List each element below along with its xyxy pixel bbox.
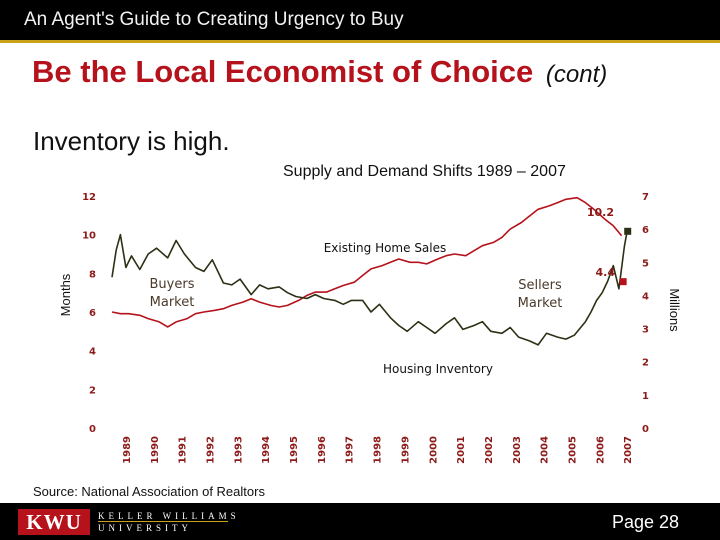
y-right-axis-title: Millions — [667, 288, 682, 332]
logo-line-1: KELLER WILLIAMS — [98, 511, 240, 521]
x-tick-label: 2007 — [623, 436, 634, 464]
y-right-tick-label: 0 — [642, 424, 649, 435]
x-tick-label: 2001 — [456, 436, 467, 464]
x-tick-label: 1999 — [400, 436, 411, 464]
label-sellers: Sellers — [518, 278, 562, 293]
chart-series — [111, 196, 632, 346]
label-housing-inventory: Housing Inventory — [383, 362, 493, 376]
x-tick-label: 2006 — [595, 436, 606, 464]
x-tick-label: 1995 — [289, 436, 300, 464]
y-left-tick-label: 0 — [89, 424, 96, 435]
inventory-end-value: 10.2 — [587, 206, 614, 219]
y-left-tick-label: 10 — [82, 231, 96, 242]
inventory-end-marker — [624, 227, 632, 235]
x-tick-label: 1990 — [150, 436, 161, 464]
bullet-text: Inventory is high. — [33, 126, 230, 156]
presentation-title: An Agent's Guide to Creating Urgency to … — [24, 9, 404, 30]
chart-labels: 10.2 4.4 Existing Home Sales Housing Invent… — [150, 206, 616, 376]
logo-rule — [98, 521, 228, 522]
x-tick-label: 2000 — [428, 436, 439, 464]
slide-title-main: Be the Local Economist of Choice — [32, 54, 534, 89]
y-left-axis-title: Months — [58, 273, 73, 316]
source-note: Source: National Association of Realtors — [33, 484, 265, 499]
y-right-tick-label: 2 — [642, 358, 649, 369]
x-tick-label: 1992 — [205, 436, 216, 464]
x-tick-label: 1998 — [373, 436, 384, 464]
x-tick-label: 1994 — [261, 436, 272, 464]
gold-divider — [0, 40, 720, 43]
x-tick-label: 2002 — [484, 436, 495, 464]
x-tick-label: 2004 — [540, 436, 551, 464]
y-left-tick-label: 6 — [89, 308, 96, 319]
x-tick-label: 1996 — [317, 436, 328, 464]
series-line-housing-inventory — [111, 230, 628, 346]
y-left-tick-label: 2 — [89, 385, 96, 396]
sales-end-value: 4.4 — [596, 266, 616, 279]
y-right-tick-label: 5 — [642, 258, 649, 269]
y-left-tick-label: 8 — [89, 269, 96, 280]
x-tick-label: 2003 — [512, 436, 523, 464]
chart-title: Supply and Demand Shifts 1989 – 2007 — [283, 163, 566, 180]
y-right-tick-label: 3 — [642, 325, 649, 336]
slide-title-suffix: (cont) — [545, 61, 608, 88]
kwu-logo: KWU KELLER WILLIAMS UNIVERSITY — [18, 509, 238, 535]
logo-line-2: UNIVERSITY — [98, 523, 192, 533]
y-right-tick-label: 1 — [642, 391, 649, 402]
label-sellers-market: Market — [518, 296, 563, 311]
top-header-bar: An Agent's Guide to Creating Urgency to … — [0, 0, 720, 40]
series-line-home-sales — [111, 196, 623, 328]
y-left-tick-label: 4 — [89, 347, 96, 358]
x-tick-label: 1993 — [233, 436, 244, 464]
y-right-tick-label: 6 — [642, 225, 649, 236]
y-left-tick-label: 12 — [82, 192, 96, 203]
y-right-tick-label: 7 — [642, 192, 649, 203]
x-tick-label: 2005 — [568, 436, 579, 464]
page-number: Page 28 — [612, 512, 680, 532]
y-right-tick-label: 4 — [642, 291, 649, 302]
x-tick-label: 1991 — [178, 436, 189, 464]
x-tick-label: 1997 — [345, 436, 356, 464]
slide-title: Be the Local Economist of Choice (cont) — [32, 54, 607, 90]
logo-mark: KWU — [18, 509, 90, 535]
label-existing-home-sales: Existing Home Sales — [324, 241, 447, 255]
label-buyers: Buyers — [150, 277, 195, 292]
x-tick-label: 1989 — [122, 436, 133, 464]
label-buyers-market: Market — [150, 295, 195, 310]
sales-end-marker — [619, 278, 627, 286]
